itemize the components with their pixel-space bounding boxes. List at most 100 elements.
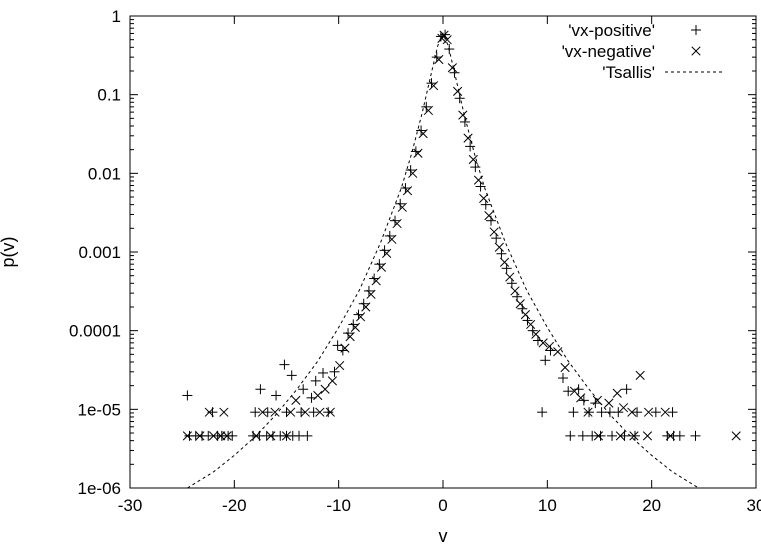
vx-negative-point [182, 431, 192, 441]
vx-positive-point [250, 407, 261, 418]
vx-negative-point [635, 370, 645, 381]
y-tick-label: 0.001 [78, 243, 121, 262]
vx-negative-point [468, 154, 478, 165]
vx-positive-point [255, 384, 266, 395]
vx-positive-point [329, 366, 340, 377]
vx-negative-point [392, 218, 402, 229]
vx-negative-point [531, 329, 541, 339]
marks [182, 29, 741, 489]
vx-negative-point [731, 431, 741, 441]
x-axis-label: v [439, 526, 448, 546]
vx-positive-point [286, 370, 297, 381]
y-tick-label: 1e-06 [78, 479, 121, 498]
vx-positive-point [480, 199, 491, 210]
legend-label: 'vx-positive' [568, 21, 655, 40]
x-tick-label: -10 [326, 496, 351, 515]
vx-positive-point [374, 259, 385, 270]
vx-negative-point [335, 360, 345, 371]
vx-negative-point [350, 322, 360, 333]
vx-negative-point [429, 81, 439, 91]
vx-positive-point [308, 407, 319, 418]
vx-negative-point [434, 54, 444, 65]
vx-negative-point [204, 407, 214, 417]
y-tick-label: 0.0001 [69, 322, 121, 341]
vx-negative-point [325, 407, 335, 417]
legend: 'vx-positive' 'vx-negative' 'Tsallis' [562, 21, 722, 82]
vx-negative-point [340, 343, 350, 353]
tsallis-fit-line [187, 32, 699, 489]
vx-positive-point [379, 245, 390, 256]
vx-negative-point [576, 393, 586, 403]
vx-negative-point [604, 398, 614, 408]
vx-negative-point [208, 431, 219, 441]
legend-label: 'Tsallis' [602, 63, 655, 82]
vx-negative-point [642, 431, 653, 441]
vx-negative-point [219, 407, 229, 417]
vx-positive-point [310, 375, 321, 386]
vx-negative-point [439, 30, 449, 40]
vx-negative-point [510, 286, 520, 296]
vx-positive-point [537, 407, 548, 418]
vx-negative-point [612, 388, 622, 398]
vx-positive-point [182, 390, 193, 401]
vx-negative-point [366, 289, 376, 299]
vx-negative-point [660, 407, 670, 417]
vx-positive-point [632, 407, 643, 418]
vx-positive-point [563, 386, 574, 397]
vx-negative-point [629, 431, 639, 441]
vx-positive-point [613, 407, 624, 418]
vx-positive-point [302, 430, 313, 441]
legend-marker-cross [691, 46, 701, 56]
vx-positive-point [596, 407, 607, 418]
vx-positive-point [298, 384, 309, 395]
vx-negative-point [665, 431, 676, 441]
vx-negative-point [315, 407, 325, 417]
vx-negative-point [345, 332, 355, 342]
vx-positive-point [390, 215, 401, 226]
vx-negative-point [593, 431, 604, 441]
vx-negative-point [583, 407, 593, 417]
vx-positive-point [650, 407, 661, 418]
vx-positive-point [667, 407, 678, 418]
vx-positive-point [227, 430, 238, 441]
vx-positive-point [271, 390, 282, 401]
vx-negative-point [463, 133, 473, 143]
vx-negative-point [538, 338, 548, 348]
vx-positive-point [674, 430, 685, 441]
vx-positive-point [465, 141, 476, 152]
vx-positive-point [690, 430, 701, 441]
vx-positive-point [595, 430, 606, 441]
vx-positive-point [621, 384, 632, 395]
x-tick-label: -20 [222, 496, 247, 515]
vx-negative-point [515, 299, 525, 309]
vx-negative-point [560, 362, 570, 373]
vx-negative-point [408, 168, 418, 178]
vx-negative-point [458, 110, 468, 120]
vx-positive-point [281, 407, 292, 418]
vx-negative-point [313, 390, 323, 401]
vx-positive-point [343, 328, 354, 339]
vx-negative-point [281, 431, 292, 441]
vx-negative-point [526, 319, 536, 330]
vx-negative-point [371, 276, 381, 286]
vx-positive-point [577, 430, 588, 441]
vx-negative-point [544, 341, 555, 352]
vx-positive-point [491, 233, 502, 244]
vx-positive-point [332, 340, 343, 351]
x-tick-label: 20 [642, 496, 661, 515]
tick-labels: -30 -20 -10 0 10 20 30 1e-06 1e-05 0.0001 0.001 0.0… [69, 7, 761, 515]
vx-negative-point [195, 431, 205, 441]
vx-negative-point [291, 395, 301, 405]
vx-positive-point [358, 298, 369, 309]
vx-negative-point [320, 384, 330, 394]
vx-negative-point [418, 128, 428, 139]
vx-positive-point [557, 373, 568, 384]
vx-positive-point [416, 125, 427, 136]
vx-positive-point [395, 198, 406, 209]
vx-negative-point [453, 86, 463, 97]
vx-negative-point [618, 403, 629, 413]
vx-positive-point [607, 430, 618, 441]
x-tick-label: 10 [538, 496, 557, 515]
vx-negative-point [499, 257, 510, 267]
vx-positive-point [540, 355, 551, 366]
